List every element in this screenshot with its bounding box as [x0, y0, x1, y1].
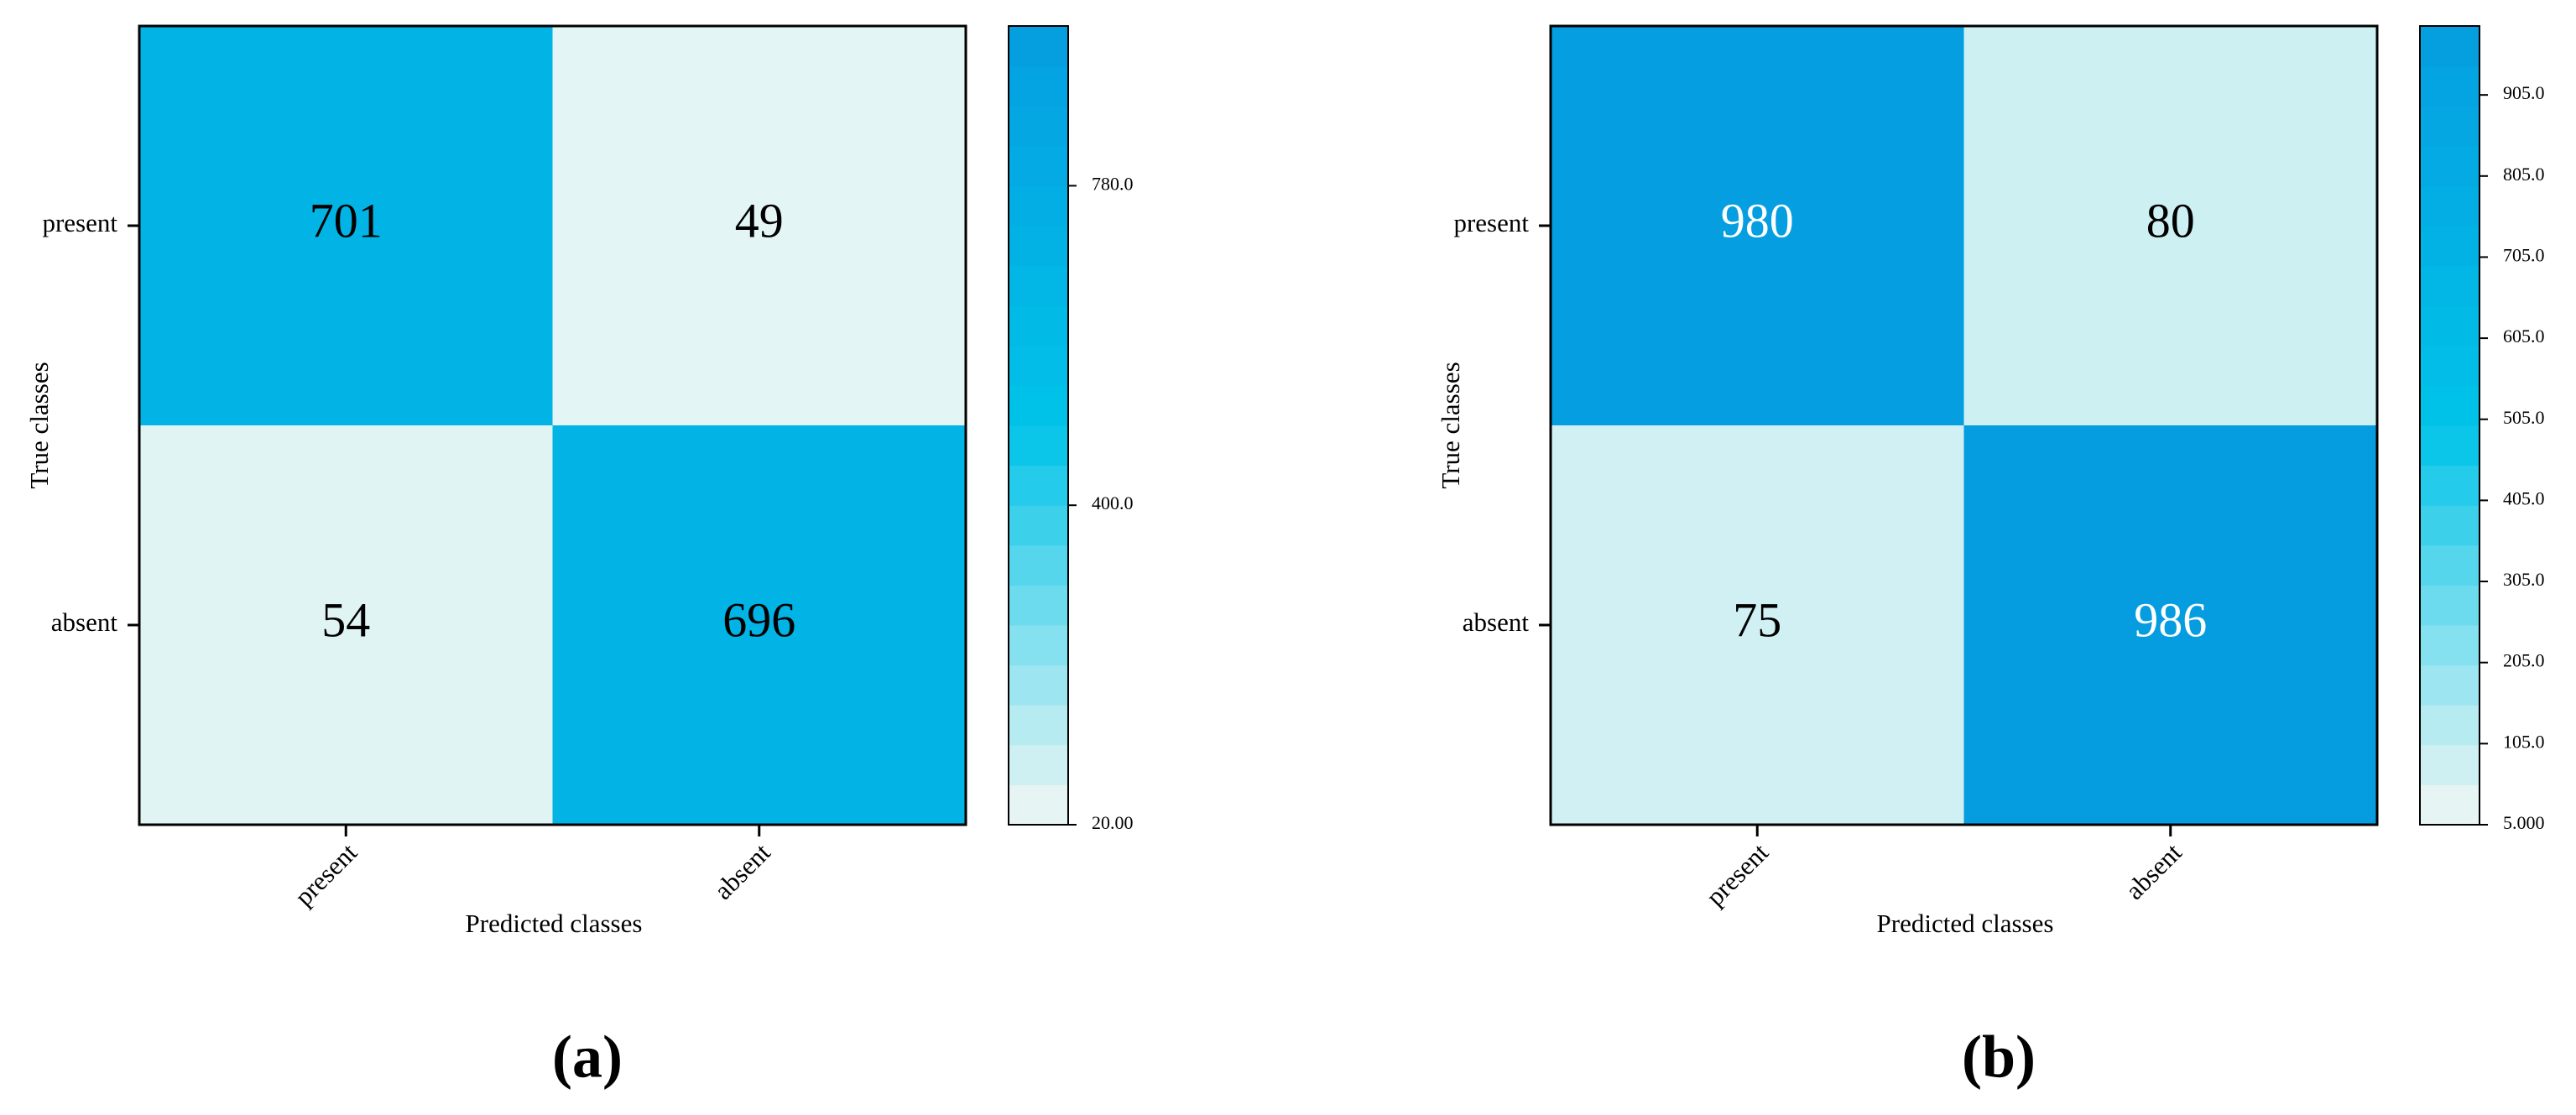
colorbar-tick-label: 400.0 [1092, 492, 1134, 513]
colorbar-band [1009, 385, 1068, 426]
x-axis-label: Predicted classes [1877, 909, 2054, 938]
cell-value: 986 [2134, 592, 2207, 647]
cell-value: 49 [735, 193, 784, 247]
cell [139, 26, 553, 425]
colorbar-band [2420, 585, 2480, 626]
cell [1963, 425, 2377, 825]
panel-label: (b) [1962, 1024, 2036, 1091]
colorbar-band [1009, 744, 1068, 785]
y-axis-label: True classes [1436, 362, 1465, 488]
colorbar-band [1009, 505, 1068, 546]
colorbar-band [1009, 585, 1068, 626]
colorbar-tick-label: 805.0 [2503, 164, 2545, 185]
colorbar-band [1009, 465, 1068, 506]
y-tick-label: absent [1463, 607, 1530, 637]
y-tick-label: absent [51, 607, 118, 637]
x-tick-label: present [1700, 837, 1774, 911]
colorbar-band [1009, 185, 1068, 227]
colorbar-band [1009, 305, 1068, 346]
plot-frame [1549, 24, 2379, 826]
cell [1551, 425, 1964, 825]
colorbar-band [2420, 65, 2480, 107]
colorbar-tick-label: 20.00 [1092, 812, 1134, 833]
colorbar-band [1009, 705, 1068, 746]
colorbar-band [2420, 385, 2480, 426]
cell-value: 54 [321, 592, 370, 647]
colorbar-band [2420, 305, 2480, 346]
panel: 980 80 75 986 present absent present absent Pred… [1436, 24, 2545, 1091]
colorbar-band [1009, 784, 1068, 826]
colorbar-band [2420, 744, 2480, 785]
colorbar-frame [2419, 25, 2480, 826]
colorbar-band [1009, 145, 1068, 186]
x-tick-label: absent [708, 837, 776, 905]
x-tick-label: absent [2120, 837, 2188, 905]
cell-value: 980 [1721, 193, 1794, 247]
panel-label: (a) [552, 1024, 623, 1091]
panel: 701 49 54 696 present absent present absent Pred… [24, 24, 1134, 1091]
cell [552, 425, 966, 825]
colorbar-band [2420, 26, 2480, 67]
colorbar-tick-label: 205.0 [2503, 650, 2545, 671]
cell [552, 26, 966, 425]
cell-value: 701 [310, 193, 383, 247]
colorbar-band [1009, 544, 1068, 586]
cell [1963, 26, 2377, 425]
cell [139, 425, 553, 825]
colorbar-band [2420, 265, 2480, 306]
colorbar-tick-label: 605.0 [2503, 326, 2545, 346]
colorbar-band [2420, 185, 2480, 227]
cell-value: 75 [1733, 592, 1781, 647]
colorbar-tick-label: 5.000 [2503, 812, 2545, 833]
cell-value: 696 [722, 592, 795, 647]
x-axis-label: Predicted classes [466, 909, 643, 938]
y-axis-label: True classes [24, 362, 54, 488]
x-tick-label: present [289, 837, 362, 911]
colorbar-band [1009, 425, 1068, 466]
y-tick-label: present [42, 208, 117, 237]
colorbar-frame [1008, 25, 1069, 826]
colorbar-band [2420, 145, 2480, 186]
colorbar-tick-label: 905.0 [2503, 82, 2545, 103]
colorbar-tick-label: 405.0 [2503, 487, 2545, 508]
colorbar-band [1009, 625, 1068, 666]
colorbar-band [2420, 705, 2480, 746]
colorbar-band [1009, 345, 1068, 386]
colorbar-tick-label: 505.0 [2503, 407, 2545, 428]
colorbar-band [2420, 106, 2480, 147]
colorbar-tick-label: 705.0 [2503, 244, 2545, 265]
colorbar-band [1009, 265, 1068, 306]
colorbar-band [1009, 664, 1068, 706]
y-tick-label: present [1453, 208, 1529, 237]
plot-frame [138, 24, 967, 826]
cell-value: 80 [2146, 193, 2195, 247]
colorbar-band [2420, 784, 2480, 826]
colorbar-band [1009, 226, 1068, 267]
colorbar-band [2420, 226, 2480, 267]
colorbar-band [2420, 664, 2480, 706]
colorbar-band [2420, 544, 2480, 586]
colorbar-band [1009, 106, 1068, 147]
colorbar-tick-label: 780.0 [1092, 173, 1134, 194]
colorbar-band [1009, 26, 1068, 67]
colorbar-band [2420, 465, 2480, 506]
cell [1551, 26, 1964, 425]
colorbar-band [2420, 425, 2480, 466]
colorbar-band [2420, 505, 2480, 546]
colorbar-band [2420, 345, 2480, 386]
colorbar-tick-label: 105.0 [2503, 731, 2545, 752]
colorbar-band [2420, 625, 2480, 666]
colorbar-tick-label: 305.0 [2503, 569, 2545, 590]
colorbar-band [1009, 65, 1068, 107]
